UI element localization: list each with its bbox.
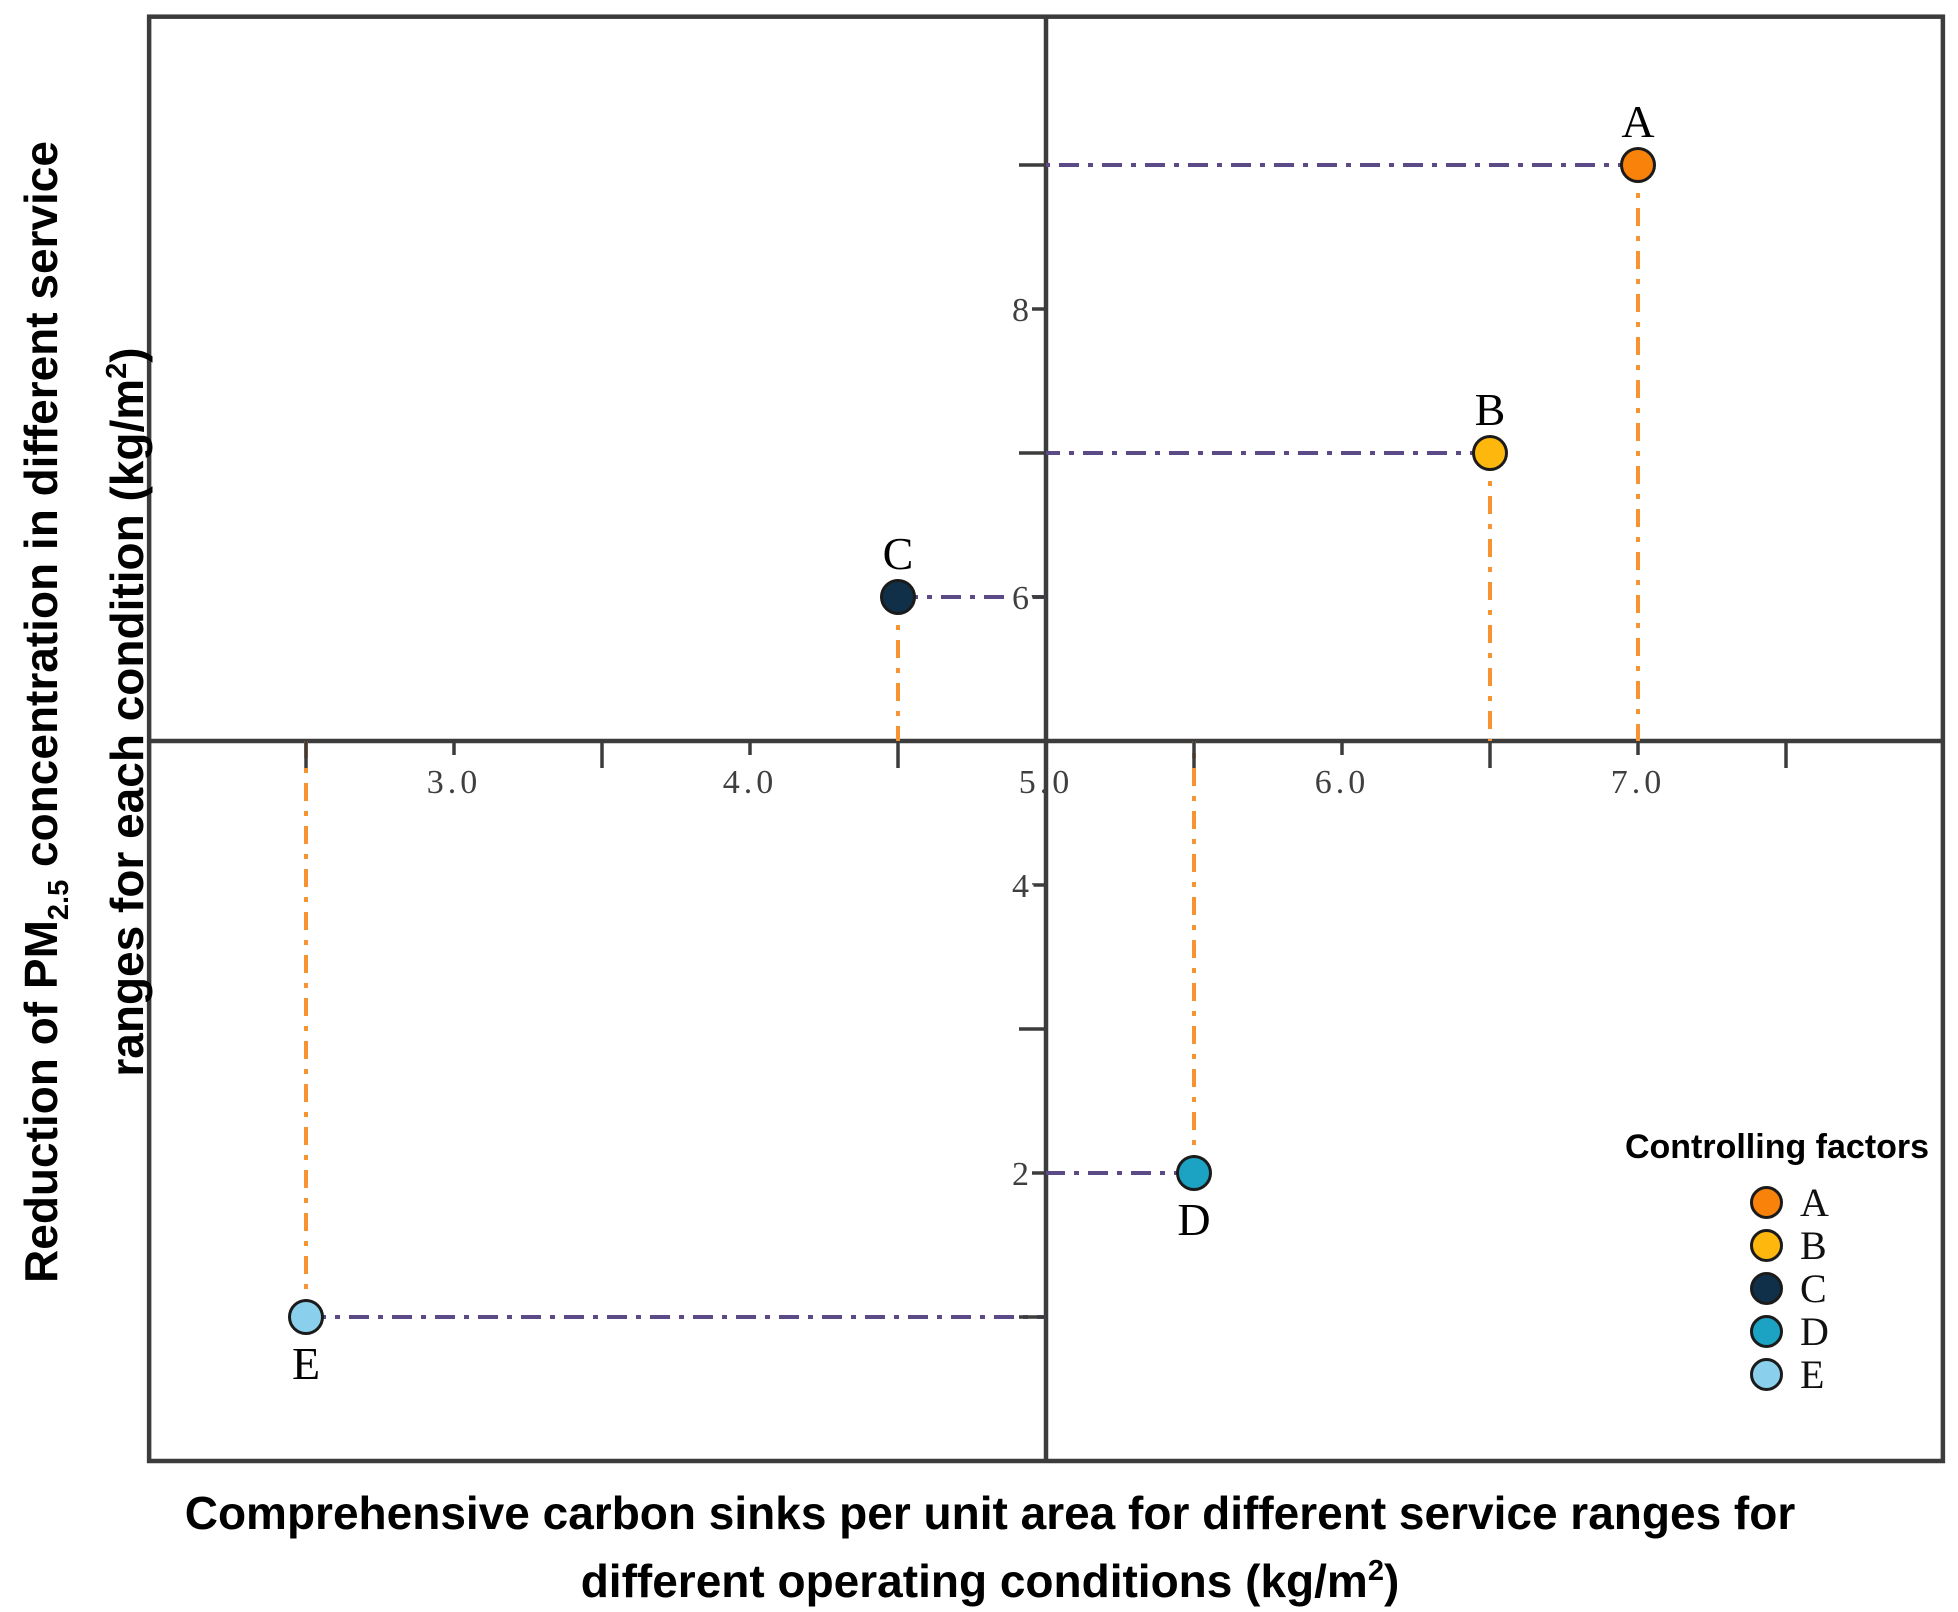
y-axis-title-line1: Reduction of PM2.5 concentration in diff…	[15, 141, 75, 1283]
point-D-label: D	[1177, 1194, 1210, 1245]
squared-superscript: 2	[1367, 1555, 1384, 1587]
legend-label-A: A	[1800, 1179, 1829, 1225]
x-axis-title-line2: different operating conditions (kg/m2)	[580, 1555, 1400, 1607]
x-tick-label-6.0: 6.0	[1315, 764, 1370, 801]
x-axis-title: Comprehensive carbon sinks per unit area…	[25, 1484, 1955, 1610]
legend-title: Controlling factors	[1624, 1128, 1930, 1166]
y-tick-label-8: 8	[1012, 292, 1029, 329]
point-C-label: C	[883, 528, 914, 579]
x-tick-label-4.0: 4.0	[723, 764, 778, 801]
legend-label-C: C	[1800, 1265, 1827, 1311]
legend-item-B: B	[1612, 1224, 1942, 1267]
x-tick-label-7.0: 7.0	[1611, 764, 1666, 801]
point-B-label: B	[1475, 384, 1506, 435]
y-tick-label-4: 4	[1012, 868, 1029, 905]
point-A-label: A	[1621, 96, 1654, 147]
pm25-subscript: 2.5	[43, 879, 75, 921]
legend-swatch-D-icon	[1750, 1315, 1783, 1348]
point-E-marker	[288, 1299, 324, 1335]
point-E-label: E	[292, 1338, 320, 1389]
legend-item-A: A	[1612, 1181, 1942, 1224]
x-tick-label-5.0: 5.0	[1019, 764, 1074, 801]
point-B-marker	[1472, 435, 1508, 471]
legend-swatch-C-icon	[1750, 1272, 1783, 1305]
y-axis-title-line2: ranges for each condition (kg/m2)	[101, 347, 153, 1077]
legend-swatch-E-icon	[1750, 1358, 1783, 1391]
x-axis-title-line1: Comprehensive carbon sinks per unit area…	[184, 1487, 1796, 1539]
legend-swatch-B-icon	[1750, 1229, 1783, 1262]
y-axis-title: Reduction of PM2.5 concentration in diff…	[12, 0, 153, 1440]
legend-item-E: E	[1612, 1353, 1942, 1396]
point-D-marker	[1176, 1155, 1212, 1191]
legend-item-D: D	[1612, 1310, 1942, 1353]
legend-item-C: C	[1612, 1267, 1942, 1310]
y-tick-label-2: 2	[1012, 1156, 1029, 1193]
point-C-marker	[880, 579, 916, 615]
legend-label-E: E	[1800, 1351, 1825, 1397]
legend-label-B: B	[1800, 1222, 1827, 1268]
point-A-marker	[1620, 147, 1656, 183]
legend-label-D: D	[1800, 1308, 1829, 1354]
x-tick-label-3.0: 3.0	[427, 764, 482, 801]
squared-superscript: 2	[101, 362, 133, 379]
y-tick-label-6: 6	[1012, 580, 1029, 617]
legend-swatch-A-icon	[1750, 1186, 1783, 1219]
